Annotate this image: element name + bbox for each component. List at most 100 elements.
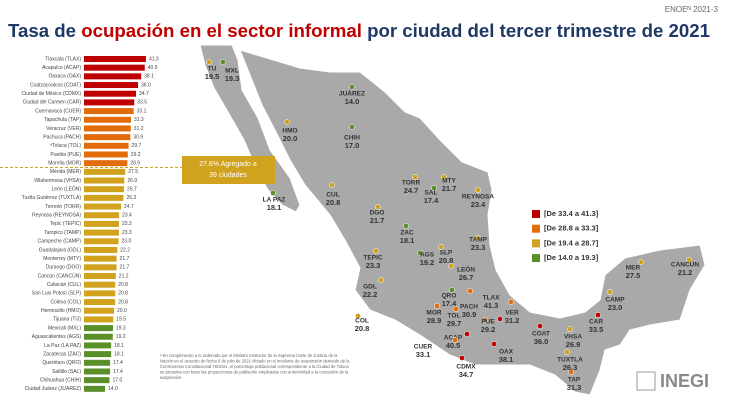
category-label: Monterrey (MTY) (43, 256, 81, 262)
map-value: 30.9 (462, 310, 477, 319)
value-label: 19.5 (116, 317, 126, 323)
bar (84, 151, 128, 158)
map-code: TOL (448, 313, 461, 320)
value-label: 23.4 (122, 213, 132, 219)
map-value: 33.5 (589, 325, 604, 334)
bar (84, 238, 119, 245)
map-dot (459, 355, 465, 361)
map-dot (438, 244, 444, 250)
footnote: ª En cumplimiento a lo ordenado por el M… (160, 353, 338, 358)
bar (84, 273, 116, 279)
map-value: 24.7 (404, 186, 419, 195)
map-value: 34.7 (459, 370, 474, 379)
title-part: por ciudad del tercer trimestre de 2021 (362, 21, 710, 41)
category-label: Coatzacoalcos (COAT) (30, 82, 81, 88)
legend-swatch (532, 210, 540, 218)
map-dot (567, 326, 573, 332)
value-label: 22.2 (120, 247, 130, 253)
map-value: 40.5 (446, 341, 461, 350)
value-label: 31.3 (134, 117, 144, 123)
map-dot (452, 337, 458, 343)
value-label: 23.3 (122, 221, 132, 227)
bar (84, 142, 129, 149)
category-label: Ciudad del Carmen (CAR) (23, 100, 82, 106)
bar (84, 385, 105, 392)
value-label: 33.5 (137, 100, 147, 106)
map-code: DGO (370, 210, 385, 217)
bar (84, 116, 131, 123)
bar (84, 264, 117, 271)
map-dot (467, 288, 473, 294)
map-value: 17.4 (442, 299, 457, 308)
bar (84, 246, 118, 253)
legend-label: [De 14.0 a 19.3] (544, 253, 599, 262)
bar (84, 290, 116, 297)
map-value: 21.7 (442, 184, 457, 193)
bar (84, 342, 112, 349)
map-dot (355, 313, 361, 319)
map-code: TUXTLA (557, 357, 583, 364)
value-label: 19.3 (116, 325, 126, 331)
logo-text: INEGI (660, 371, 709, 391)
map-value: 21.7 (370, 216, 385, 225)
map-dot (475, 187, 481, 193)
map-dot (434, 303, 440, 309)
category-label: Reynosa (REYNOSA) (32, 213, 81, 219)
value-label: 21.7 (120, 265, 130, 271)
map-value: 20.8 (355, 324, 370, 333)
category-label: Ciudad de México (CDMX) (22, 91, 82, 97)
bar (84, 168, 126, 175)
category-label: Tijuana (TIJ) (53, 317, 81, 323)
map-code: LA PAZ (263, 197, 286, 204)
map-code: QRO (442, 293, 457, 300)
category-label: Durango (DGO) (46, 265, 82, 271)
bar (84, 90, 137, 97)
map-value: 20.8 (439, 256, 454, 265)
map-dot (638, 259, 644, 265)
map-value: 17.0 (345, 141, 360, 150)
category-label: Tepic (TEPIC) (50, 221, 81, 227)
map-value: 38.1 (499, 355, 514, 364)
value-label: 24.7 (124, 204, 134, 210)
map-value: 29.2 (481, 325, 496, 334)
category-label: Ciudad Juárez (JUAREZ) (25, 386, 82, 392)
value-label: 21.7 (120, 256, 130, 262)
map-code: CAMP (605, 297, 625, 304)
value-label: 20.8 (118, 299, 128, 305)
category-label: Acapulco (ACAP) (42, 65, 81, 71)
value-label: 26.7 (127, 187, 137, 193)
bar (84, 73, 142, 80)
category-label: Mexicali (MXL) (48, 325, 81, 331)
map-dot (349, 124, 355, 130)
map-code: PUE (481, 319, 495, 326)
value-label: 34.7 (139, 91, 149, 97)
footnote: Controversia Constitucional 78/2021, el … (160, 364, 349, 369)
value-label: 38.1 (144, 74, 154, 80)
map-value: 36.0 (534, 337, 549, 346)
logo: INEGI (636, 371, 709, 391)
map-code: CAR (589, 319, 603, 326)
value-label: 17.4 (113, 369, 123, 375)
map-dot (373, 248, 379, 254)
bar (84, 186, 125, 193)
map-dot (431, 185, 437, 191)
category-label: ªToluca (TOL) (50, 143, 81, 149)
map-shape (199, 44, 706, 396)
value-label: 33.1 (137, 108, 147, 114)
bar (84, 99, 135, 106)
category-label: Mérida (MER) (50, 169, 81, 175)
value-label: 17.0 (113, 377, 123, 383)
value-label: 20.8 (118, 291, 128, 297)
title-part: Tasa de (8, 21, 81, 41)
map-code: CUL (326, 192, 339, 199)
value-label: 18.1 (114, 351, 124, 357)
legend-swatch (532, 254, 540, 263)
footnote: suspensión. (160, 375, 182, 380)
bar (84, 377, 110, 384)
map-dot (497, 316, 503, 322)
map-code: COAT (532, 331, 550, 338)
category-label: Aguascalientes (AGS) (32, 334, 82, 340)
map-code: VHSA (564, 334, 582, 341)
map-dot (403, 223, 409, 229)
